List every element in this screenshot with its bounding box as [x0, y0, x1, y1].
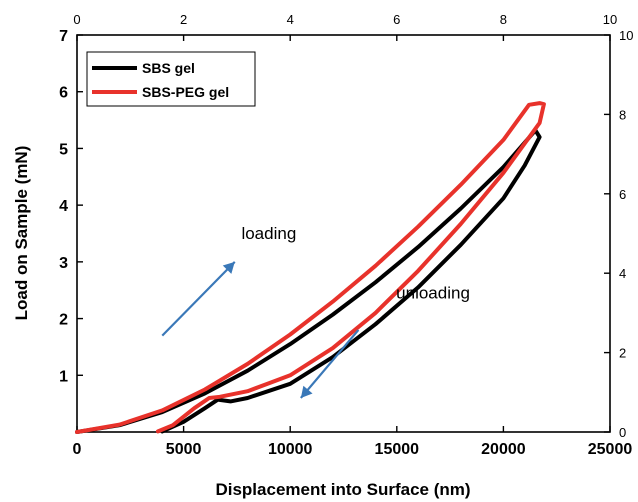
annotation-loading: loading — [241, 224, 296, 243]
y-tick-label: 2 — [59, 312, 68, 329]
annotation-arrows — [161, 261, 360, 399]
right-tick-label: 0 — [619, 425, 626, 440]
series-line-sbs-gel — [75, 128, 542, 434]
x-axis-title: Displacement into Surface (nm) — [215, 480, 470, 499]
loading-arrow-shaft — [161, 261, 236, 337]
right-tick-label: 8 — [619, 107, 626, 122]
y-tick-label: 4 — [59, 198, 68, 215]
x-tick-label: 5000 — [166, 441, 202, 458]
legend-box — [86, 51, 256, 107]
right-tick-label: 4 — [619, 266, 626, 281]
series-line-sbs-peg-gel — [75, 101, 546, 434]
top-tick-label: 8 — [500, 12, 507, 27]
x-tick-label: 0 — [73, 441, 82, 458]
legend-label-sbs-gel: SBS gel — [142, 60, 195, 76]
loading-arrow-head — [222, 261, 235, 274]
x-tick-label: 10000 — [268, 441, 313, 458]
top-tick-label: 10 — [603, 12, 617, 27]
x-tick-label: 15000 — [375, 441, 420, 458]
x-tick-label: 25000 — [588, 441, 633, 458]
right-tick-label: 6 — [619, 187, 626, 202]
axis-ticks — [76, 34, 611, 433]
unloading-arrow-shaft — [300, 329, 360, 399]
x-tick-label: 20000 — [481, 441, 526, 458]
annotation-unloading: unloading — [396, 284, 470, 303]
unloading-arrow-head — [300, 385, 313, 398]
legend: SBS gel SBS-PEG gel — [86, 51, 256, 107]
right-tick-label: 2 — [619, 346, 626, 361]
legend-label-sbs-peg-gel: SBS-PEG gel — [142, 84, 229, 100]
y-tick-label: 7 — [59, 28, 68, 45]
top-tick-label: 0 — [73, 12, 80, 27]
loading-arrow — [161, 261, 236, 337]
annotations: loading unloading — [241, 224, 469, 303]
top-tick-label: 2 — [180, 12, 187, 27]
y-tick-label: 5 — [59, 141, 68, 158]
right-tick-label: 10 — [619, 28, 633, 43]
y-tick-label: 1 — [59, 368, 68, 385]
y-tick-label: 6 — [59, 85, 68, 102]
top-tick-label: 6 — [393, 12, 400, 27]
series-lines — [75, 101, 546, 434]
y-axis-title: Load on Sample (mN) — [12, 146, 31, 321]
y-tick-label: 3 — [59, 255, 68, 272]
plot-frame — [76, 34, 611, 433]
unloading-arrow — [300, 329, 360, 399]
top-tick-label: 4 — [287, 12, 294, 27]
